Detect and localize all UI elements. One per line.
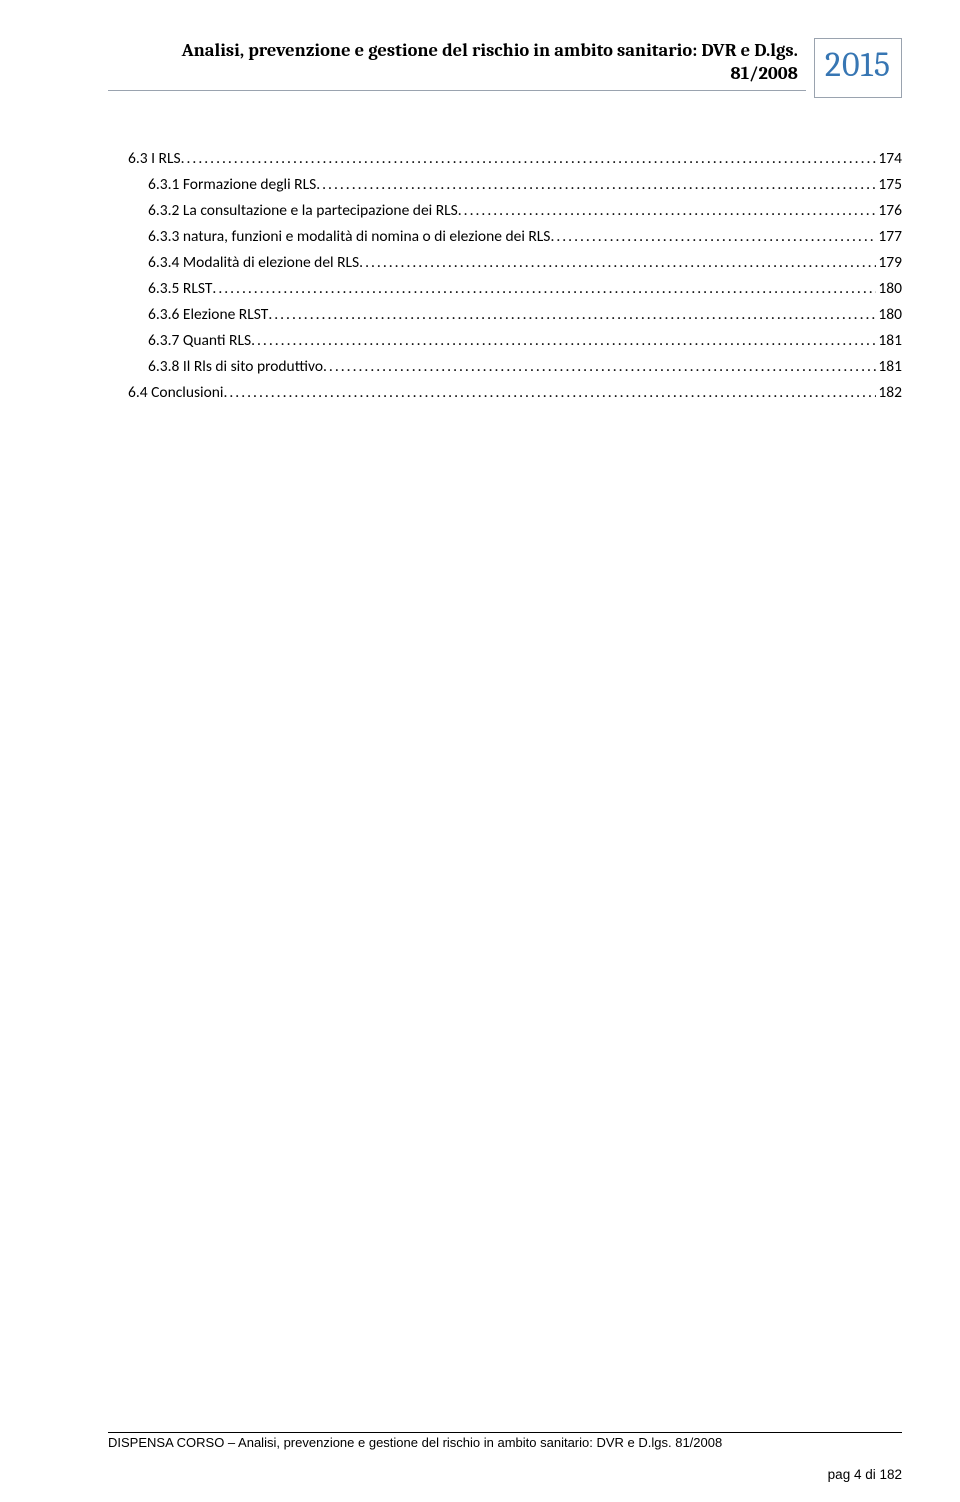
header-title-wrap: Analisi, prevenzione e gestione del risc… xyxy=(108,38,806,91)
toc-entry: 6.3 I RLS...............................… xyxy=(108,146,902,172)
toc-entry-label: 6.4 Conclusioni xyxy=(128,380,223,406)
toc-entry-leader: ........................................… xyxy=(251,328,876,354)
toc-entry-leader: ........................................… xyxy=(550,224,876,250)
toc-entry: 6.3.6 Elezione RLST.....................… xyxy=(108,302,902,328)
footer-text: DISPENSA CORSO – Analisi, prevenzione e … xyxy=(108,1435,902,1450)
toc-entry-leader: ........................................… xyxy=(323,354,876,380)
toc-entry: 6.3.7 Quanti RLS........................… xyxy=(108,328,902,354)
toc-entry-leader: ........................................… xyxy=(212,276,876,302)
toc-entry-label: 6.3 I RLS xyxy=(128,146,181,172)
toc-entry-leader: ........................................… xyxy=(268,302,876,328)
toc-entry-leader: ........................................… xyxy=(316,172,876,198)
toc-entry: 6.3.1 Formazione degli RLS..............… xyxy=(108,172,902,198)
toc-entry: 6.4 Conclusioni.........................… xyxy=(108,380,902,406)
footer-divider xyxy=(108,1432,902,1433)
toc-entry-label: 6.3.1 Formazione degli RLS xyxy=(148,172,316,198)
toc-entry-page: 181 xyxy=(876,328,902,354)
toc-entry-leader: ........................................… xyxy=(181,146,877,172)
toc-entry-page: 181 xyxy=(876,354,902,380)
toc-entry-page: 180 xyxy=(876,302,902,328)
toc-entry-label: 6.3.5 RLST xyxy=(148,276,212,302)
table-of-contents: 6.3 I RLS...............................… xyxy=(108,146,902,406)
toc-entry-page: 175 xyxy=(876,172,902,198)
toc-entry-page: 174 xyxy=(876,146,902,172)
toc-entry-page: 182 xyxy=(876,380,902,406)
year-box: 2015 xyxy=(814,38,902,98)
header-title-line2: 81/2008 xyxy=(108,62,798,84)
toc-entry: 6.3.8 Il Rls di sito produttivo.........… xyxy=(108,354,902,380)
toc-entry: 6.3.2 La consultazione e la partecipazio… xyxy=(108,198,902,224)
toc-entry-page: 176 xyxy=(876,198,902,224)
toc-entry-leader: ........................................… xyxy=(359,250,876,276)
toc-entry-page: 179 xyxy=(876,250,902,276)
toc-entry-page: 180 xyxy=(876,276,902,302)
toc-entry-label: 6.3.6 Elezione RLST xyxy=(148,302,268,328)
year-label: 2015 xyxy=(825,45,891,85)
document-page: Analisi, prevenzione e gestione del risc… xyxy=(0,0,960,1502)
page-header: Analisi, prevenzione e gestione del risc… xyxy=(108,38,902,98)
toc-entry-label: 6.3.7 Quanti RLS xyxy=(148,328,251,354)
header-title-line1: Analisi, prevenzione e gestione del risc… xyxy=(108,38,798,62)
toc-entry-leader: ........................................… xyxy=(223,380,876,406)
toc-entry: 6.3.3 natura, funzioni e modalità di nom… xyxy=(108,224,902,250)
toc-entry-page: 177 xyxy=(876,224,902,250)
page-number: pag 4 di 182 xyxy=(828,1467,902,1482)
page-footer: DISPENSA CORSO – Analisi, prevenzione e … xyxy=(108,1432,902,1450)
toc-entry-label: 6.3.3 natura, funzioni e modalità di nom… xyxy=(148,224,550,250)
toc-entry-leader: ........................................… xyxy=(458,198,877,224)
toc-entry-label: 6.3.8 Il Rls di sito produttivo xyxy=(148,354,323,380)
toc-entry-label: 6.3.4 Modalità di elezione del RLS xyxy=(148,250,359,276)
toc-entry: 6.3.5 RLST..............................… xyxy=(108,276,902,302)
toc-entry-label: 6.3.2 La consultazione e la partecipazio… xyxy=(148,198,458,224)
toc-entry: 6.3.4 Modalità di elezione del RLS......… xyxy=(108,250,902,276)
